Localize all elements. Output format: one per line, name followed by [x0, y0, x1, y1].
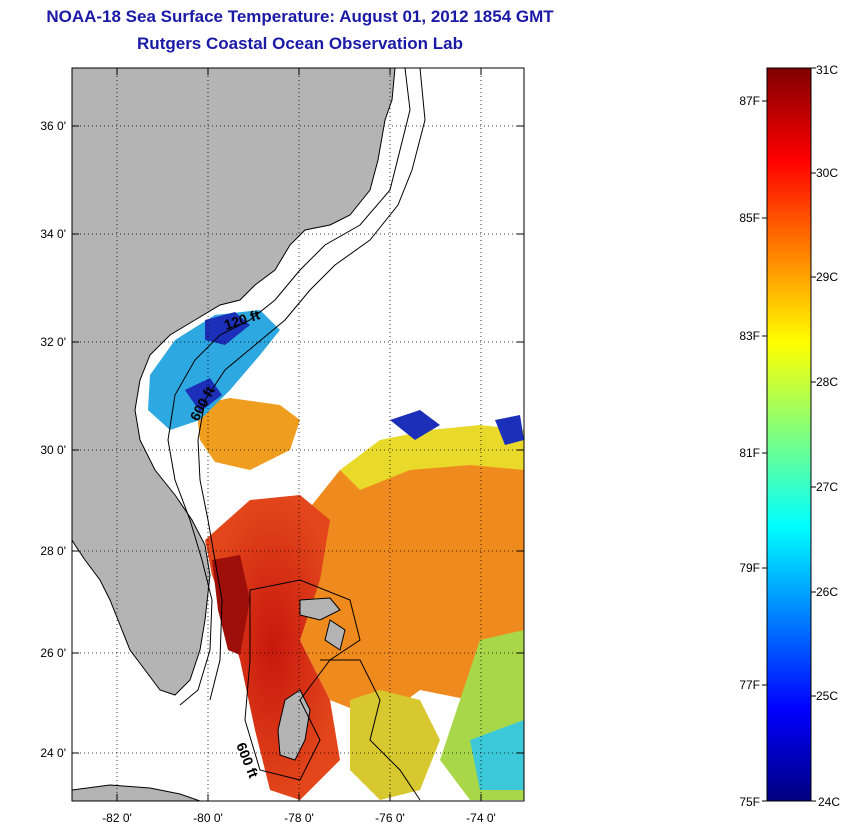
colorbar-c-label: 29C	[816, 270, 838, 284]
colorbar-c-label: 26C	[816, 585, 838, 599]
colorbar-c-label: 24C	[818, 795, 840, 809]
lon-label: -74 0'	[466, 811, 496, 825]
land-bahamas-grand	[299, 597, 341, 621]
land-bahamas-abaco	[324, 619, 346, 651]
sst-patch-darkblue-4	[495, 415, 524, 445]
map-title: NOAA-18 Sea Surface Temperature: August …	[46, 7, 554, 26]
lat-label: 28 0'	[40, 544, 66, 558]
lon-label: -76 0'	[375, 811, 405, 825]
grid	[72, 68, 524, 801]
contour-600ft	[197, 68, 426, 701]
sst-patch-yellow	[340, 425, 524, 490]
colorbar-c-label: 27C	[816, 480, 838, 494]
colorbar-f-label: 87F	[739, 94, 760, 108]
lon-label: -78 0'	[284, 811, 314, 825]
lat-label: 34 0'	[40, 227, 66, 241]
colorbar-f-label: 79F	[739, 561, 760, 575]
lat-label: 26 0'	[40, 646, 66, 660]
colorbar-c-label: 30C	[816, 166, 838, 180]
land-mainland	[72, 68, 396, 696]
land	[72, 68, 396, 801]
colorbar-c-label: 25C	[816, 689, 838, 703]
sst-patch-cyan-east	[470, 720, 524, 790]
colorbar-gradient	[766, 67, 812, 802]
lon-label: -82 0'	[102, 811, 132, 825]
tick-marks	[72, 68, 524, 801]
contour-bahamas-2	[320, 659, 421, 801]
colorbar-f-ticks	[762, 100, 767, 802]
land-bahamas-andros	[277, 689, 311, 761]
colorbar-f-label: 81F	[739, 446, 760, 460]
sst-patch-darkred	[212, 555, 250, 655]
colorbar-f-labels: 87F 85F 83F 81F 79F 77F 75F	[739, 94, 760, 809]
sst-patch-nefl	[196, 398, 300, 470]
lat-label: 24 0'	[40, 746, 66, 760]
sst-patch-blue-shelf	[148, 310, 280, 430]
sst-patch-bahamas	[350, 690, 440, 800]
sst-patch-orange	[300, 440, 524, 720]
colorbar-f-label: 83F	[739, 329, 760, 343]
colorbar-c-label: 31C	[816, 63, 838, 77]
colorbar-c-ticks	[811, 67, 816, 802]
bathymetry-contours	[167, 68, 426, 801]
lon-label: -80 0'	[193, 811, 223, 825]
lat-label: 30 0'	[40, 443, 66, 457]
lat-labels: 36 0' 34 0' 32 0' 30 0' 28 0' 26 0' 24 0…	[40, 119, 66, 760]
map-subtitle: Rutgers Coastal Ocean Observation Lab	[137, 34, 463, 53]
colorbar-c-label: 28C	[816, 375, 838, 389]
colorbar-f-label: 75F	[739, 795, 760, 809]
contour-bahamas	[244, 579, 361, 781]
land-cuba	[72, 784, 201, 801]
colorbar: 31C 30C 29C 28C 27C 26C 25C 24C	[762, 63, 840, 809]
sst-patch-darkblue-2	[185, 378, 222, 412]
sst-patch-darkblue-3	[390, 410, 440, 440]
colorbar-f-label: 85F	[739, 211, 760, 225]
lat-label: 36 0'	[40, 119, 66, 133]
lat-label: 32 0'	[40, 335, 66, 349]
sst-map: 120 ft 600 ft 600 ft 36 0' 34 0' 32 0' 3…	[40, 67, 525, 825]
plot-frame	[71, 67, 525, 802]
contour-120ft	[167, 68, 411, 706]
sst-patch-darkblue	[205, 312, 250, 345]
colorbar-f-label: 77F	[739, 678, 760, 692]
lon-labels: -82 0' -80 0' -78 0' -76 0' -74 0'	[102, 811, 496, 825]
